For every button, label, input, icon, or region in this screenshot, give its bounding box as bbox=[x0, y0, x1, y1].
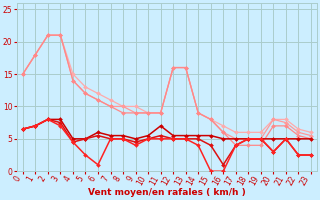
X-axis label: Vent moyen/en rafales ( km/h ): Vent moyen/en rafales ( km/h ) bbox=[88, 188, 246, 197]
